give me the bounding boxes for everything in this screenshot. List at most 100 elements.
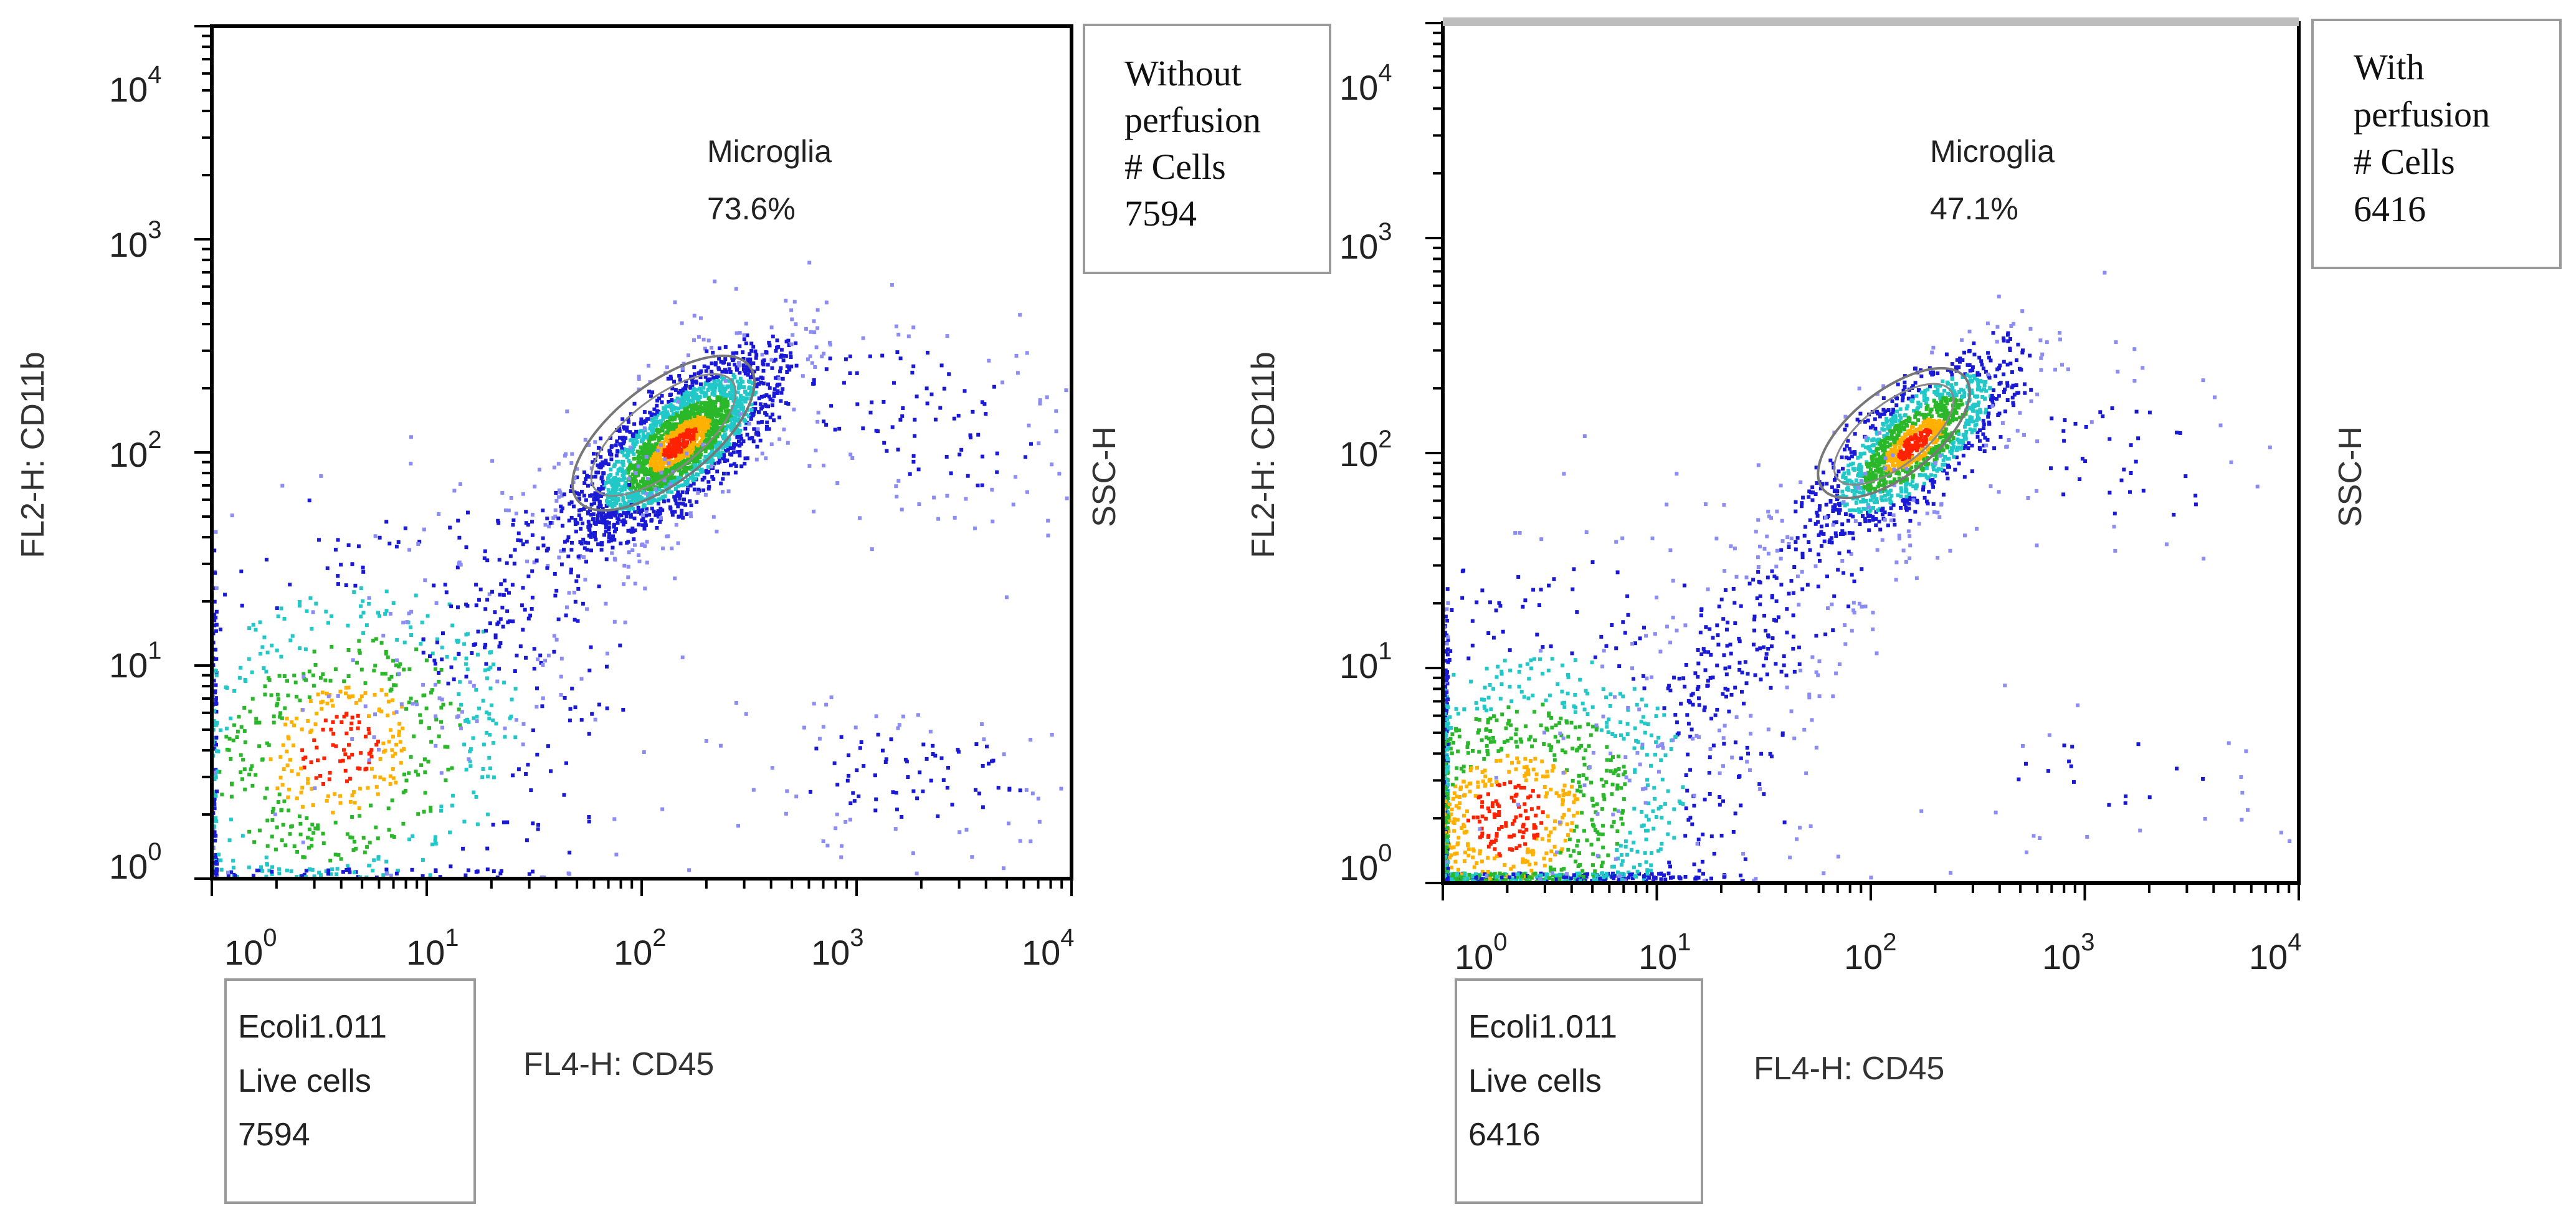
data-point [822,464,825,468]
data-point [521,628,525,632]
data-point [559,504,563,508]
data-point [895,494,899,499]
data-point [652,407,657,411]
data-point [700,424,704,428]
data-point [288,758,292,762]
data-point [562,548,566,552]
data-point [390,798,394,803]
data-point [835,481,840,485]
data-point [751,345,756,349]
data-point [926,350,929,355]
data-point [528,613,533,618]
data-point [973,526,977,530]
data-point [749,348,754,353]
data-point [363,691,368,695]
data-point [1984,408,1989,412]
data-point [573,705,577,710]
data-point [1853,508,1858,512]
data-point [705,423,709,427]
data-point [575,475,579,480]
data-point [1865,460,1869,464]
data-point [695,414,699,419]
data-point [1861,444,1865,447]
data-point [726,362,731,366]
data-point [791,333,795,337]
data-point [457,707,461,712]
data-point [698,432,702,437]
data-point [651,477,655,481]
data-point [647,513,652,517]
data-point [661,495,665,499]
data-point [1961,375,1965,379]
annotation-line: # Cells [1124,146,1226,187]
data-point [302,872,307,877]
data-point [688,456,692,461]
data-point [475,715,479,719]
data-point [900,814,904,819]
data-point [613,513,617,518]
data-point [514,718,518,722]
data-point [566,535,571,540]
data-point [265,651,270,655]
data-point [634,494,639,498]
data-point [1971,419,1975,424]
data-point [378,775,383,780]
data-point [439,804,444,809]
data-point [569,548,574,552]
data-point [730,381,734,386]
data-point [1857,490,1861,495]
data-point [631,434,635,438]
data-point [684,420,688,424]
data-point [713,444,718,448]
data-point [599,513,604,517]
data-point [736,409,740,414]
data-point [326,621,330,625]
data-point [263,684,267,689]
data-point [1854,500,1858,505]
data-point [414,700,419,704]
data-point [1795,536,1800,540]
data-point [837,426,842,431]
data-point [874,797,878,801]
data-point [685,429,690,434]
data-point [612,619,617,624]
data-point [851,791,855,795]
data-point [501,820,506,824]
data-point [287,788,291,791]
data-point [1941,492,1946,497]
data-point [787,365,791,370]
data-point [620,451,625,455]
data-point [609,511,613,515]
data-point [321,841,326,846]
data-point [309,760,313,765]
data-point [346,648,351,652]
data-point [772,394,776,398]
data-point [307,828,311,831]
data-point [272,806,275,811]
data-point [1880,470,1884,475]
data-point [814,345,819,350]
data-point [353,839,356,844]
data-point [1946,411,1951,416]
data-point [579,677,584,681]
data-point [510,697,514,702]
data-point [536,546,540,550]
data-point [691,400,695,404]
data-point [590,712,594,716]
data-point [622,582,626,586]
data-point [918,770,922,775]
data-point [237,675,242,680]
data-point [535,558,539,563]
data-point [306,781,310,785]
data-point [247,866,251,869]
data-point [1843,414,1848,419]
data-point [290,720,294,724]
data-point [639,445,643,449]
data-point [705,404,710,409]
data-point [678,472,683,476]
data-point [1050,462,1054,467]
data-point [744,413,749,417]
data-point [280,716,284,720]
data-point [662,474,667,478]
data-point [535,686,539,690]
